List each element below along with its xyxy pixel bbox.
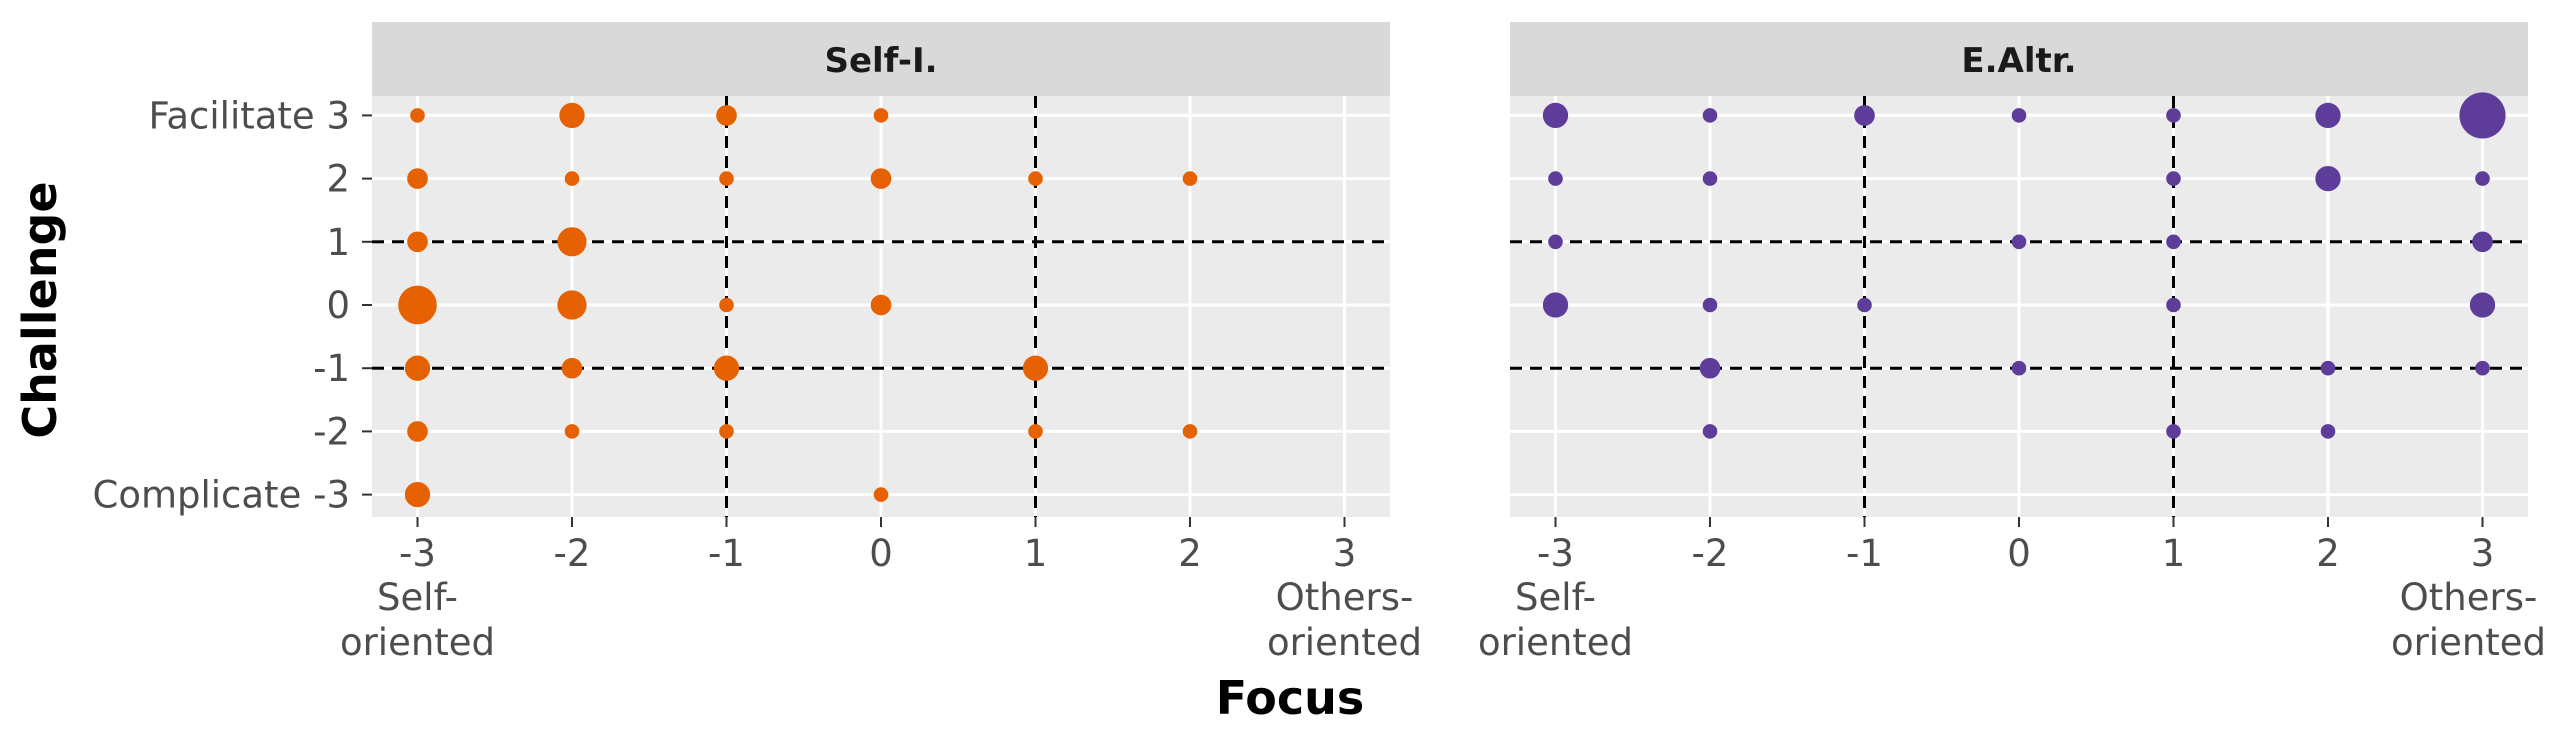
y-tick-label: -2	[313, 410, 350, 453]
y-axis: Complicate -3 -2 -1 0 1 2 Facilitate 3	[92, 94, 372, 517]
data-point	[2166, 171, 2181, 186]
data-point	[407, 421, 428, 442]
x-end-label: oriented	[1478, 621, 1633, 664]
data-point	[2472, 231, 2493, 253]
data-point	[1702, 297, 1718, 313]
data-point	[1702, 108, 1718, 123]
data-point	[2166, 234, 2181, 250]
data-point	[564, 171, 580, 186]
data-point	[407, 168, 428, 189]
data-point	[1699, 357, 1721, 379]
data-point	[1702, 424, 1718, 439]
data-point	[1028, 171, 1043, 186]
facet-strip	[372, 22, 1390, 96]
data-point	[557, 290, 587, 320]
data-point	[1028, 424, 1043, 439]
data-point	[561, 357, 583, 379]
x-axis-title: Focus	[1216, 671, 1365, 725]
data-point	[2011, 108, 2027, 123]
data-point	[1702, 171, 1718, 186]
data-point	[1022, 355, 1049, 381]
facet-strip	[1510, 22, 2528, 96]
y-tick-label: Facilitate 3	[149, 94, 351, 137]
data-point	[719, 424, 734, 439]
data-point	[2475, 360, 2490, 376]
x-tick-label: -2	[554, 532, 591, 575]
data-point	[398, 285, 437, 325]
x-end-label: Others-	[2400, 576, 2538, 619]
x-tick-label: -3	[1537, 532, 1574, 575]
data-point	[2011, 360, 2027, 376]
data-point	[713, 355, 740, 381]
data-point	[2315, 165, 2341, 192]
data-point	[873, 487, 889, 502]
data-point	[2166, 108, 2181, 123]
x-end-label: Self-	[1515, 576, 1596, 619]
data-point	[559, 102, 585, 129]
y-tick-label: Complicate -3	[92, 474, 350, 517]
data-point	[870, 294, 892, 316]
x-tick-label: 1	[2162, 532, 2186, 575]
x-end-label: oriented	[2391, 621, 2546, 664]
data-point	[1854, 105, 1875, 126]
x-tick-label: 1	[1024, 532, 1048, 575]
data-point	[2469, 292, 2496, 318]
x-tick-label: -2	[1692, 532, 1729, 575]
data-point	[1182, 171, 1198, 186]
data-point	[557, 227, 587, 257]
facet-title: Self-I.	[824, 41, 937, 81]
data-point	[2320, 360, 2336, 376]
data-point	[404, 481, 431, 508]
data-point	[410, 108, 425, 123]
data-point	[719, 171, 734, 186]
x-tick-label: -1	[708, 532, 745, 575]
x-tick-label: 0	[2007, 532, 2031, 575]
data-point	[2011, 234, 2027, 250]
x-tick-label: -1	[1846, 532, 1883, 575]
data-point	[1548, 171, 1563, 186]
x-end-label: Self-	[377, 576, 458, 619]
data-point	[2315, 102, 2341, 129]
facet-title: E.Altr.	[1961, 41, 2076, 81]
y-tick-label: 2	[326, 158, 350, 201]
data-point	[2320, 424, 2336, 439]
y-tick-label: 1	[326, 221, 350, 264]
data-point	[716, 105, 737, 126]
x-tick-label: 3	[1333, 532, 1357, 575]
data-point	[1542, 292, 1569, 318]
x-tick-label: 2	[1178, 532, 1202, 575]
data-point	[2166, 297, 2181, 313]
data-point	[2475, 171, 2490, 186]
data-point	[1182, 424, 1198, 439]
x-end-label: oriented	[1267, 621, 1422, 664]
data-point	[2166, 424, 2181, 439]
facet-self-i: Self-I.-3 -2 -1 0 1 2 3Self-orientedOthers-ori…	[340, 22, 1422, 664]
x-tick-label: 0	[869, 532, 893, 575]
x-tick-label: 3	[2471, 532, 2495, 575]
data-point	[1542, 102, 1569, 129]
data-point	[2459, 92, 2506, 139]
data-point	[1857, 297, 1872, 313]
x-tick-label: -3	[399, 532, 436, 575]
data-point	[407, 231, 428, 253]
x-end-label: Others-	[1276, 576, 1414, 619]
data-point	[564, 424, 580, 439]
x-end-label: oriented	[340, 621, 495, 664]
y-tick-label: 0	[326, 284, 350, 327]
facet-e-altr: E.Altr.-3 -2 -1 0 1 2 3Self-orientedOthers-ori…	[1478, 22, 2546, 664]
data-point	[1548, 234, 1563, 250]
x-tick-label: 2	[2316, 532, 2340, 575]
data-point	[719, 297, 734, 313]
y-axis-title: Challenge	[13, 181, 67, 438]
data-point	[873, 108, 889, 123]
data-point	[404, 355, 431, 381]
data-point	[870, 168, 892, 189]
y-tick-label: -1	[313, 347, 350, 390]
